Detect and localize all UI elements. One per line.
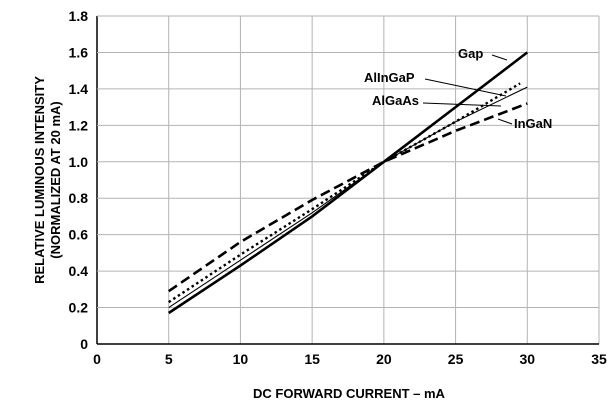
leader-line (424, 78, 507, 97)
x-tick-labels: 0 5 10 15 20 25 30 35 (93, 351, 607, 367)
y-tick-label: 0.6 (69, 227, 89, 243)
y-tick-label: 1.4 (69, 81, 89, 97)
leader-line (422, 102, 502, 107)
y-axis-title: RELATIVE LUMINOUS INTENSITY (32, 76, 47, 284)
series-label-ingan: InGaN (514, 116, 552, 131)
series-lines (167, 51, 529, 315)
y-tick-labels: 0 0.2 0.4 0.6 0.8 1.0 1.2 1.4 1.6 1.8 (69, 8, 89, 352)
grid (96, 15, 600, 345)
series-label-alingap: AlInGaP (364, 70, 415, 85)
y-tick-label: 1.2 (69, 117, 89, 133)
x-tick-label: 25 (448, 351, 464, 367)
x-tick-label: 0 (93, 351, 101, 367)
x-tick-label: 10 (233, 351, 249, 367)
y-tick-label: 1.6 (69, 44, 89, 60)
series-line-alingap (168, 82, 521, 304)
x-tick-label: 30 (519, 351, 535, 367)
series-line-gap (167, 51, 529, 315)
y-tick-label: 1.8 (69, 8, 89, 24)
x-tick-label: 20 (376, 351, 392, 367)
y-axis-subtitle: (NORMALIZED AT 20 mA) (48, 101, 63, 258)
y-tick-label: 0 (80, 336, 88, 352)
y-tick-label: 0.2 (69, 300, 89, 316)
x-tick-label: 5 (165, 351, 173, 367)
series-label-gap: Gap (458, 46, 483, 61)
y-tick-label: 0.8 (69, 190, 89, 206)
y-tick-label: 0.4 (69, 263, 89, 279)
leader-line (491, 54, 508, 61)
series-line-algaas (168, 86, 528, 309)
leader-line (497, 118, 513, 125)
x-tick-label: 35 (591, 351, 607, 367)
series-labels: Gap AlInGaP AlGaAs InGaN (364, 46, 552, 131)
x-axis-title: DC FORWARD CURRENT – mA (253, 386, 445, 401)
y-tick-label: 1.0 (69, 154, 89, 170)
series-label-algaas: AlGaAs (372, 93, 419, 108)
series-line-ingan (167, 102, 528, 293)
x-tick-label: 15 (304, 351, 320, 367)
